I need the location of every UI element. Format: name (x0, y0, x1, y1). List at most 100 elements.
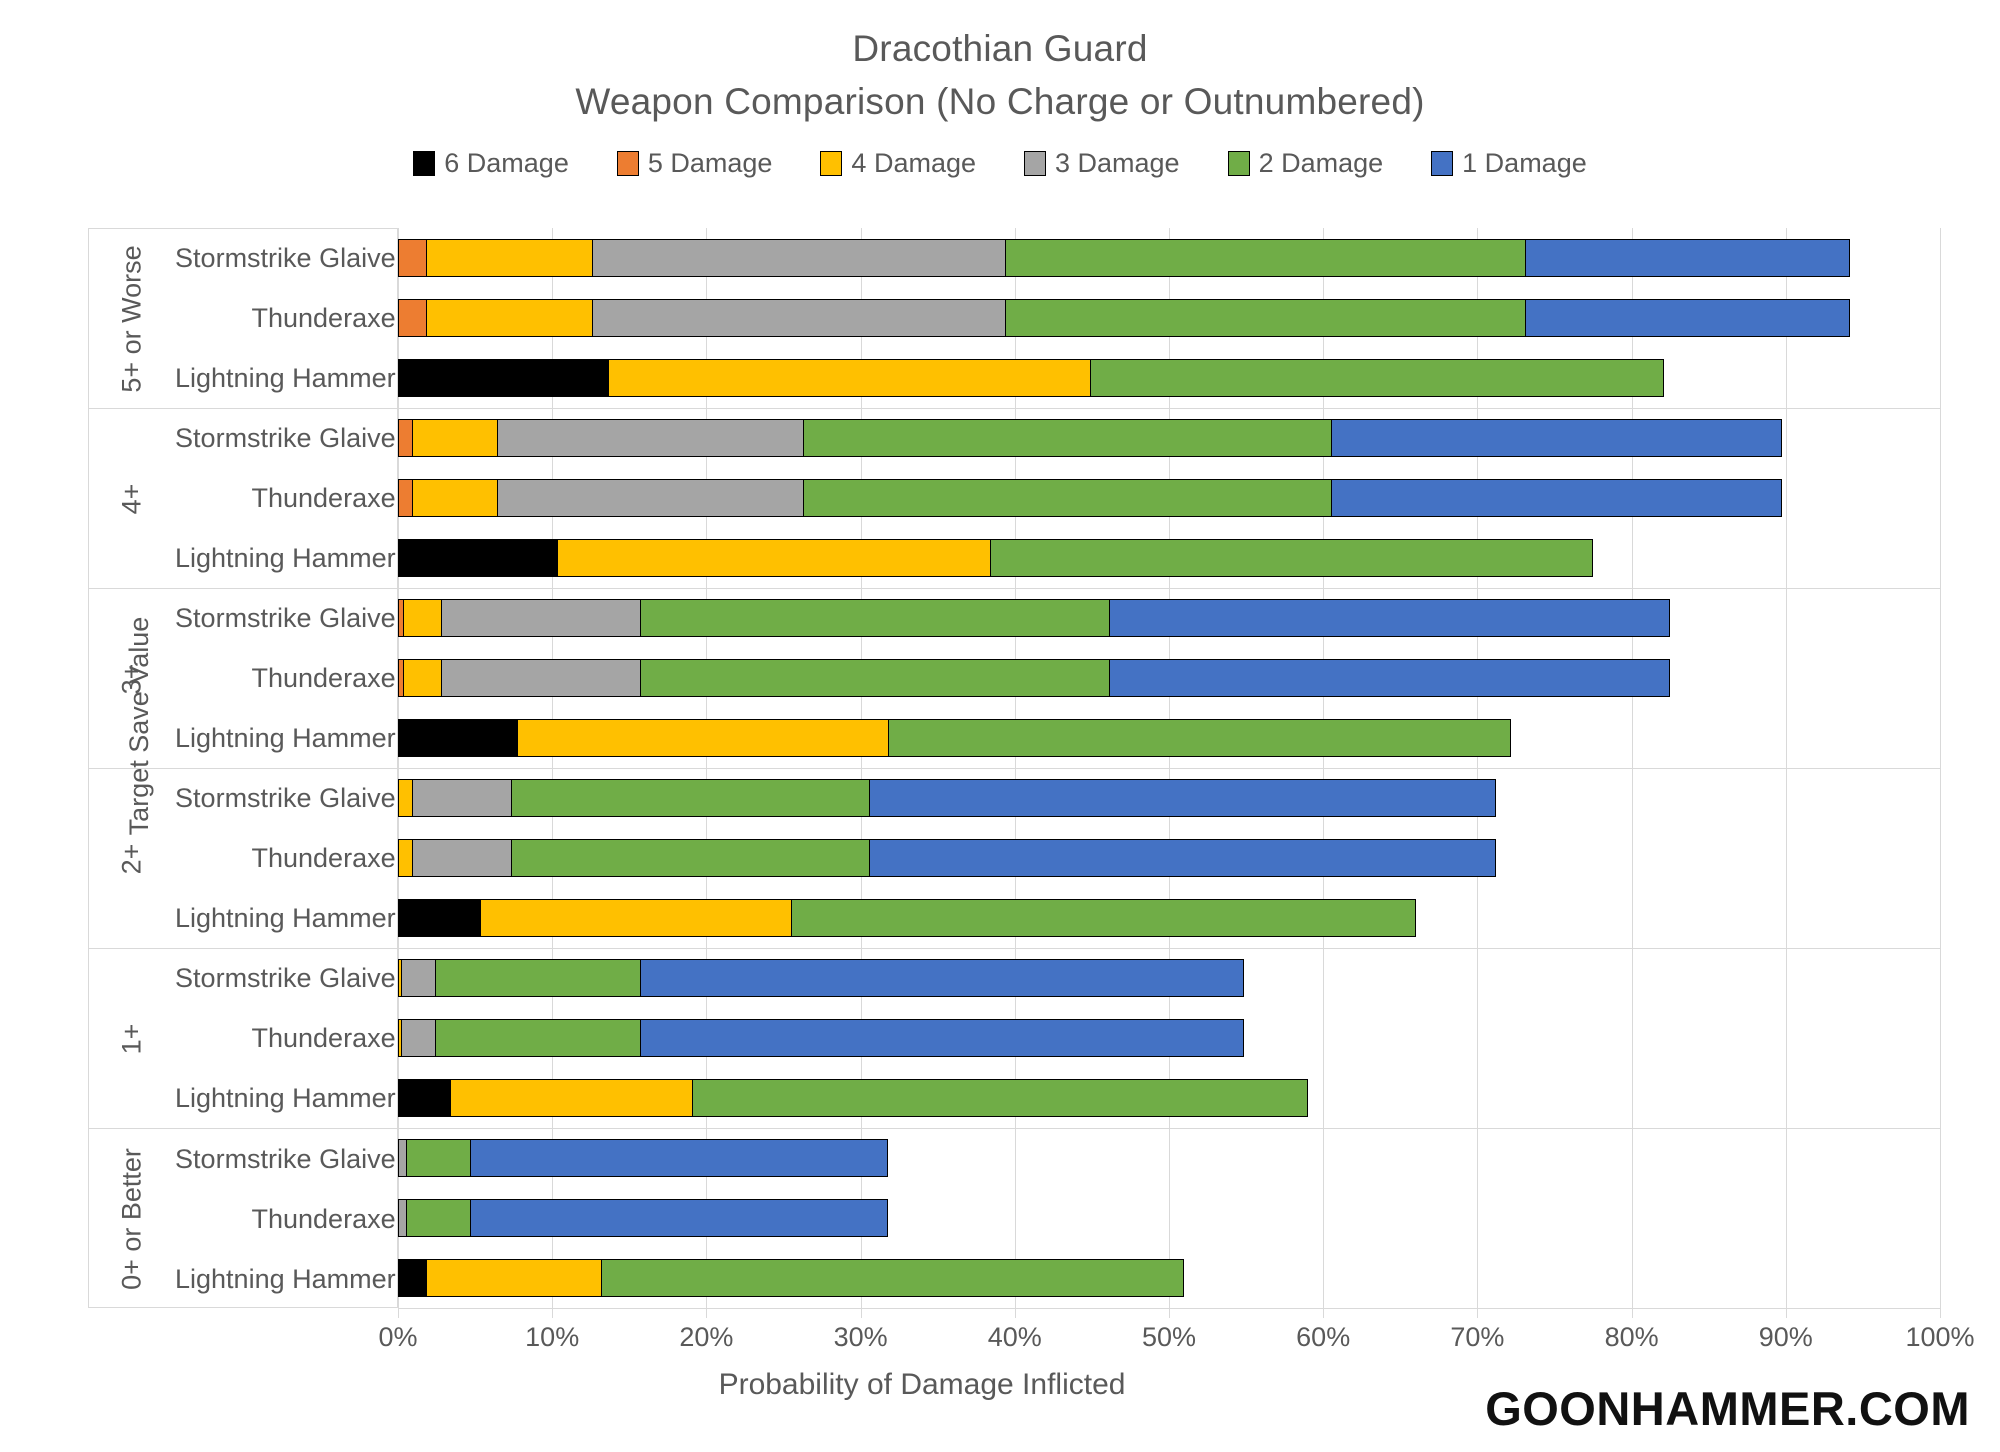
bar-segment-1-damage[interactable] (1108, 659, 1670, 697)
bar-segment-2-damage[interactable] (405, 1139, 472, 1177)
bar-segment-3-damage[interactable] (412, 839, 513, 877)
stacked-bar-thunderaxe[interactable] (398, 479, 1783, 517)
bar-segment-5-damage[interactable] (398, 239, 428, 277)
bar-segment-1-damage[interactable] (1330, 479, 1783, 517)
stacked-bar-lightning-hammer[interactable] (398, 1079, 1308, 1117)
stacked-bar-thunderaxe[interactable] (398, 659, 1670, 697)
group-row-labels: Stormstrike Glaive Thunderaxe Lightning Ha… (175, 949, 406, 1128)
stacked-bar-lightning-hammer[interactable] (398, 1259, 1185, 1297)
x-axis-tick-label: 100% (1905, 1322, 1975, 1352)
bar-segment-5-damage[interactable] (398, 299, 428, 337)
bar-segment-2-damage[interactable] (405, 1199, 472, 1237)
bar-segment-1-damage[interactable] (1524, 239, 1851, 277)
bar-row (398, 228, 1940, 288)
bar-segment-6-damage[interactable] (398, 899, 482, 937)
bar-segment-1-damage[interactable] (868, 839, 1497, 877)
bar-segment-1-damage[interactable] (470, 1199, 889, 1237)
bar-segment-1-damage[interactable] (1330, 419, 1783, 457)
bar-segment-2-damage[interactable] (1005, 299, 1527, 337)
x-axis-tick (1940, 1308, 1941, 1318)
group-label: 3+ (89, 589, 175, 768)
stacked-bar-thunderaxe[interactable] (398, 1199, 889, 1237)
x-axis-tick-label: 60% (1296, 1322, 1351, 1352)
bar-segment-4-damage[interactable] (607, 359, 1092, 397)
bar-segment-2-damage[interactable] (1005, 239, 1527, 277)
bar-segment-3-damage[interactable] (496, 479, 805, 517)
bar-row (398, 768, 1940, 828)
legend-item-2-damage[interactable]: 2 Damage (1227, 148, 1383, 179)
bar-segment-2-damage[interactable] (601, 1259, 1185, 1297)
stacked-bar-stormstrike-glaive[interactable] (398, 419, 1783, 457)
bar-segment-2-damage[interactable] (434, 959, 642, 997)
stacked-bar-stormstrike-glaive[interactable] (398, 959, 1245, 997)
bar-segment-2-damage[interactable] (510, 779, 871, 817)
stacked-bar-thunderaxe[interactable] (398, 1019, 1245, 1057)
legend-item-1-damage[interactable]: 1 Damage (1431, 148, 1587, 179)
bar-segment-2-damage[interactable] (434, 1019, 642, 1057)
bar-segment-4-damage[interactable] (450, 1079, 694, 1117)
bar-segment-4-damage[interactable] (516, 719, 890, 757)
bar-segment-2-damage[interactable] (888, 719, 1512, 757)
bar-segment-2-damage[interactable] (791, 899, 1416, 937)
bar-segment-2-damage[interactable] (990, 539, 1593, 577)
bar-segment-4-damage[interactable] (425, 239, 594, 277)
bar-segment-2-damage[interactable] (510, 839, 871, 877)
category-label-stormstrike-glaive: Stormstrike Glaive (175, 949, 406, 1009)
bar-segment-3-damage[interactable] (592, 299, 1007, 337)
bar-segment-4-damage[interactable] (402, 599, 443, 637)
chart-title: Dracothian Guard (852, 28, 1148, 69)
bar-segment-4-damage[interactable] (402, 659, 443, 697)
stacked-bar-thunderaxe[interactable] (398, 839, 1497, 877)
bar-segment-4-damage[interactable] (479, 899, 793, 937)
bar-segment-1-damage[interactable] (470, 1139, 889, 1177)
bar-segment-2-damage[interactable] (803, 479, 1333, 517)
bar-segment-6-damage[interactable] (398, 719, 519, 757)
stacked-bar-lightning-hammer[interactable] (398, 359, 1664, 397)
bar-segment-3-damage[interactable] (441, 599, 642, 637)
bar-segment-3-damage[interactable] (592, 239, 1007, 277)
bar-segment-4-damage[interactable] (411, 479, 499, 517)
category-label-text: Stormstrike Glaive (175, 423, 396, 454)
bar-segment-2-damage[interactable] (1090, 359, 1664, 397)
bar-segment-3-damage[interactable] (401, 959, 437, 997)
stacked-bar-thunderaxe[interactable] (398, 299, 1851, 337)
bar-segment-6-damage[interactable] (398, 359, 610, 397)
bar-segment-2-damage[interactable] (803, 419, 1333, 457)
legend-swatch-icon (820, 151, 843, 176)
bar-segment-4-damage[interactable] (556, 539, 992, 577)
stacked-bar-stormstrike-glaive[interactable] (398, 239, 1851, 277)
bar-row (398, 888, 1940, 948)
bar-segment-1-damage[interactable] (639, 1019, 1245, 1057)
bar-segment-4-damage[interactable] (411, 419, 499, 457)
stacked-bar-lightning-hammer[interactable] (398, 899, 1416, 937)
bar-segment-2-damage[interactable] (639, 659, 1111, 697)
bar-segment-3-damage[interactable] (401, 1019, 437, 1057)
bar-segment-6-damage[interactable] (398, 1079, 452, 1117)
stacked-bar-stormstrike-glaive[interactable] (398, 1139, 889, 1177)
bar-segment-3-damage[interactable] (441, 659, 642, 697)
bar-segment-6-damage[interactable] (398, 539, 559, 577)
bar-segment-4-damage[interactable] (425, 299, 594, 337)
legend-item-3-damage[interactable]: 3 Damage (1024, 148, 1180, 179)
legend-item-5-damage[interactable]: 5 Damage (616, 148, 772, 179)
stacked-bar-lightning-hammer[interactable] (398, 719, 1512, 757)
stacked-bar-stormstrike-glaive[interactable] (398, 599, 1670, 637)
bar-segment-4-damage[interactable] (425, 1259, 604, 1297)
bar-segment-1-damage[interactable] (1108, 599, 1670, 637)
bar-segment-3-damage[interactable] (412, 779, 513, 817)
stacked-bar-lightning-hammer[interactable] (398, 539, 1593, 577)
bar-row (398, 408, 1940, 468)
category-label-text: Lightning Hammer (175, 362, 396, 393)
legend-item-6-damage[interactable]: 6 Damage (413, 148, 569, 179)
bar-segment-1-damage[interactable] (1524, 299, 1851, 337)
legend-item-4-damage[interactable]: 4 Damage (820, 148, 976, 179)
bar-segment-3-damage[interactable] (496, 419, 805, 457)
bar-segment-2-damage[interactable] (692, 1079, 1308, 1117)
bar-segment-6-damage[interactable] (398, 1259, 428, 1297)
bar-segment-1-damage[interactable] (639, 959, 1245, 997)
bar-segment-2-damage[interactable] (639, 599, 1111, 637)
bar-segment-1-damage[interactable] (868, 779, 1497, 817)
stacked-bar-stormstrike-glaive[interactable] (398, 779, 1497, 817)
group-label: 5+ or Worse (89, 229, 175, 408)
category-label-stormstrike-glaive: Stormstrike Glaive (175, 229, 406, 289)
